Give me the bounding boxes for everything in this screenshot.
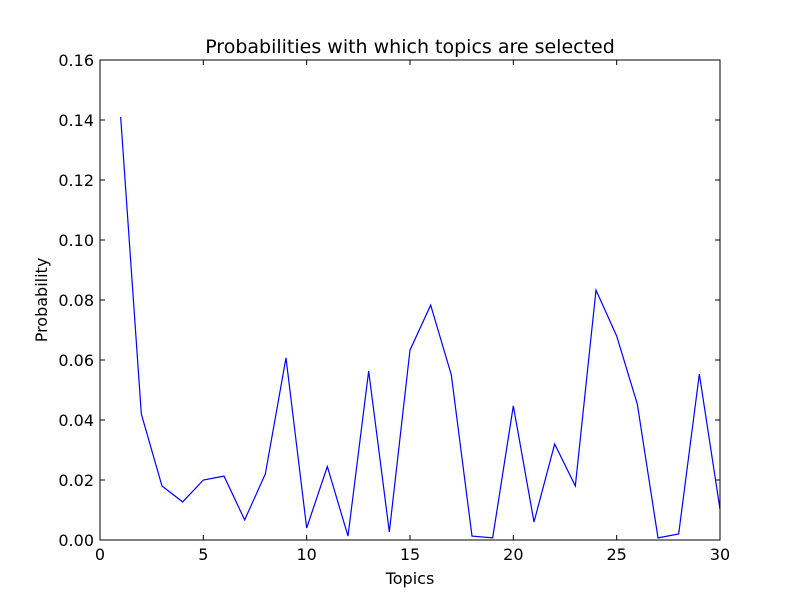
y-tick-label: 0.16 (58, 51, 94, 70)
x-tick-label: 25 (606, 545, 626, 564)
y-tick-label: 0.02 (58, 471, 94, 490)
x-tick-label: 10 (296, 545, 316, 564)
x-tick-label: 5 (198, 545, 208, 564)
x-axis-label: Topics (385, 569, 435, 588)
y-tick-label: 0.06 (58, 351, 94, 370)
axis-ticks: 0 5 10 15 20 25 30 0.00 0.02 0.04 0.06 0.08 0.10 0.12… (58, 51, 730, 564)
y-tick-label: 0.10 (58, 231, 94, 250)
y-axis-label: Probability (32, 258, 51, 343)
y-tick-label: 0.14 (58, 111, 94, 130)
y-tick-label: 0.04 (58, 411, 94, 430)
series-layer (120, 116, 721, 539)
x-tick-label: 15 (400, 545, 420, 564)
y-tick-label: 0.00 (58, 531, 94, 550)
series-line (120, 116, 721, 539)
plot-frame (99, 59, 721, 541)
plot-area (100, 60, 720, 540)
x-tick-label: 0 (95, 545, 105, 564)
x-tick-label: 20 (503, 545, 523, 564)
y-tick-label: 0.08 (58, 291, 94, 310)
chart-title: Probabilities with which topics are sele… (205, 36, 615, 58)
y-tick-label: 0.12 (58, 171, 94, 190)
x-tick-label: 30 (710, 545, 730, 564)
